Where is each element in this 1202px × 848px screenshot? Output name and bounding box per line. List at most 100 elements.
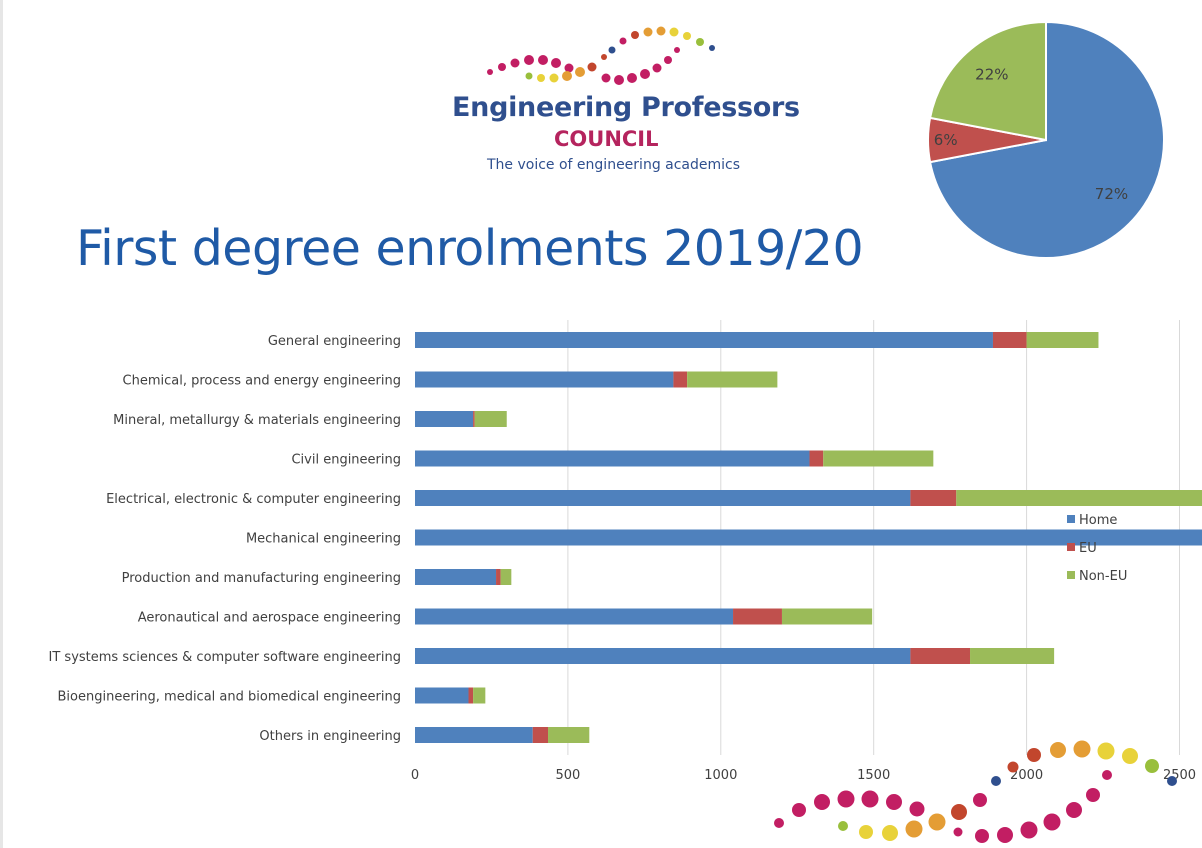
legend-swatch — [1067, 571, 1075, 579]
logo-dot — [601, 54, 607, 60]
logo-dot — [683, 32, 691, 40]
decorative-dot — [973, 793, 987, 807]
pie-slice — [928, 20, 1047, 142]
bar-segment — [415, 490, 911, 506]
x-tick-label: 1500 — [857, 768, 890, 783]
logo-dot — [608, 46, 616, 54]
bar-segment — [415, 529, 1202, 546]
x-tick-label: 1000 — [704, 768, 737, 783]
logo-dot — [575, 67, 585, 77]
decorative-dot — [774, 818, 784, 828]
logo-dot — [619, 37, 627, 45]
logo-dot — [537, 74, 545, 82]
decorative-dot — [838, 821, 848, 831]
logo-dot — [640, 69, 650, 79]
logo-dot — [587, 62, 597, 72]
logo-dot — [652, 63, 662, 73]
decorative-dot — [1007, 761, 1019, 773]
category-label: IT systems sciences & computer software … — [49, 650, 401, 665]
logo-subtitle: COUNCIL — [554, 127, 659, 151]
decorative-dot — [1122, 748, 1138, 764]
logo-dot — [643, 27, 653, 37]
decorative-dot — [909, 801, 925, 817]
decorative-dot — [814, 794, 830, 810]
x-tick-label: 0 — [411, 768, 419, 783]
decorative-dot — [991, 776, 1001, 786]
decorative-dot — [1050, 742, 1066, 758]
legend-label: EU — [1079, 541, 1097, 556]
decorative-dot — [951, 804, 967, 820]
bar-segment — [415, 648, 911, 664]
decorative-dot — [886, 794, 902, 810]
decorative-dot — [861, 790, 879, 808]
logo-dot — [538, 55, 548, 65]
category-label: Chemical, process and energy engineering — [123, 374, 401, 389]
bar-segment — [415, 332, 993, 348]
pie-label: 72% — [1095, 185, 1128, 203]
logo-dot — [696, 38, 704, 46]
decorative-dot — [1066, 802, 1082, 818]
bar-segment — [415, 727, 533, 743]
decorative-dot — [1027, 748, 1041, 762]
bar-segment — [473, 411, 475, 427]
epc-logo-dots — [487, 26, 715, 85]
bar-segment — [910, 490, 957, 506]
decorative-dot — [997, 827, 1013, 843]
bar-segment — [415, 371, 674, 388]
logo-dot — [551, 58, 561, 68]
category-label: Others in engineering — [259, 729, 401, 744]
bar-segment — [1026, 332, 1099, 348]
bar-segment — [496, 569, 501, 585]
category-label: General engineering — [268, 334, 401, 349]
bar-segment — [992, 332, 1027, 348]
decorative-dot — [882, 825, 898, 841]
logo-dot — [525, 72, 533, 80]
logo-dot — [709, 45, 715, 51]
bar-segment — [532, 727, 549, 743]
bar-segment — [474, 411, 507, 427]
decorative-dot — [1145, 759, 1159, 773]
bar-segment — [415, 608, 734, 625]
bar-segment — [673, 371, 688, 388]
category-label: Production and manufacturing engineering — [122, 571, 401, 586]
logo-dot — [669, 27, 679, 37]
bar-segment — [956, 490, 1202, 506]
bar-segment — [687, 371, 778, 388]
bar-segment — [733, 608, 782, 625]
bar-segment — [809, 450, 824, 467]
logo-title: Engineering Professors — [452, 92, 800, 123]
logo-dot — [487, 69, 493, 75]
decorative-dot — [1097, 742, 1115, 760]
logo-dot — [498, 63, 506, 71]
bar-segment — [500, 569, 512, 585]
logo-dot — [564, 63, 574, 73]
category-label: Bioengineering, medical and biomedical e… — [58, 690, 402, 705]
logo-dot — [627, 73, 637, 83]
bar-segment — [415, 687, 469, 704]
decorative-dot — [1167, 776, 1177, 786]
decorative-dot — [1073, 740, 1091, 758]
pie-slice — [928, 20, 1165, 259]
logo-dot — [664, 56, 672, 64]
decorative-dot — [792, 803, 806, 817]
logo-dot — [614, 75, 624, 85]
category-label: Mineral, metallurgy & materials engineer… — [113, 413, 401, 428]
category-label: Aeronautical and aerospace engineering — [138, 611, 401, 626]
bar-segment — [823, 450, 934, 467]
legend-label: Home — [1079, 513, 1117, 528]
decorative-dot — [953, 827, 963, 837]
x-tick-label: 2000 — [1010, 768, 1043, 783]
legend-label: Non-EU — [1079, 569, 1127, 584]
logo-tagline: The voice of engineering academics — [487, 157, 741, 173]
bar-segment — [415, 411, 474, 427]
bar-segment — [781, 608, 873, 625]
decorative-dot — [1086, 788, 1100, 802]
bar-segment — [970, 648, 1055, 664]
bar-segment — [415, 569, 497, 585]
decorative-dot — [859, 825, 873, 839]
decorative-dot — [1102, 770, 1112, 780]
category-label: Civil engineering — [291, 453, 401, 468]
legend-swatch — [1067, 543, 1075, 551]
